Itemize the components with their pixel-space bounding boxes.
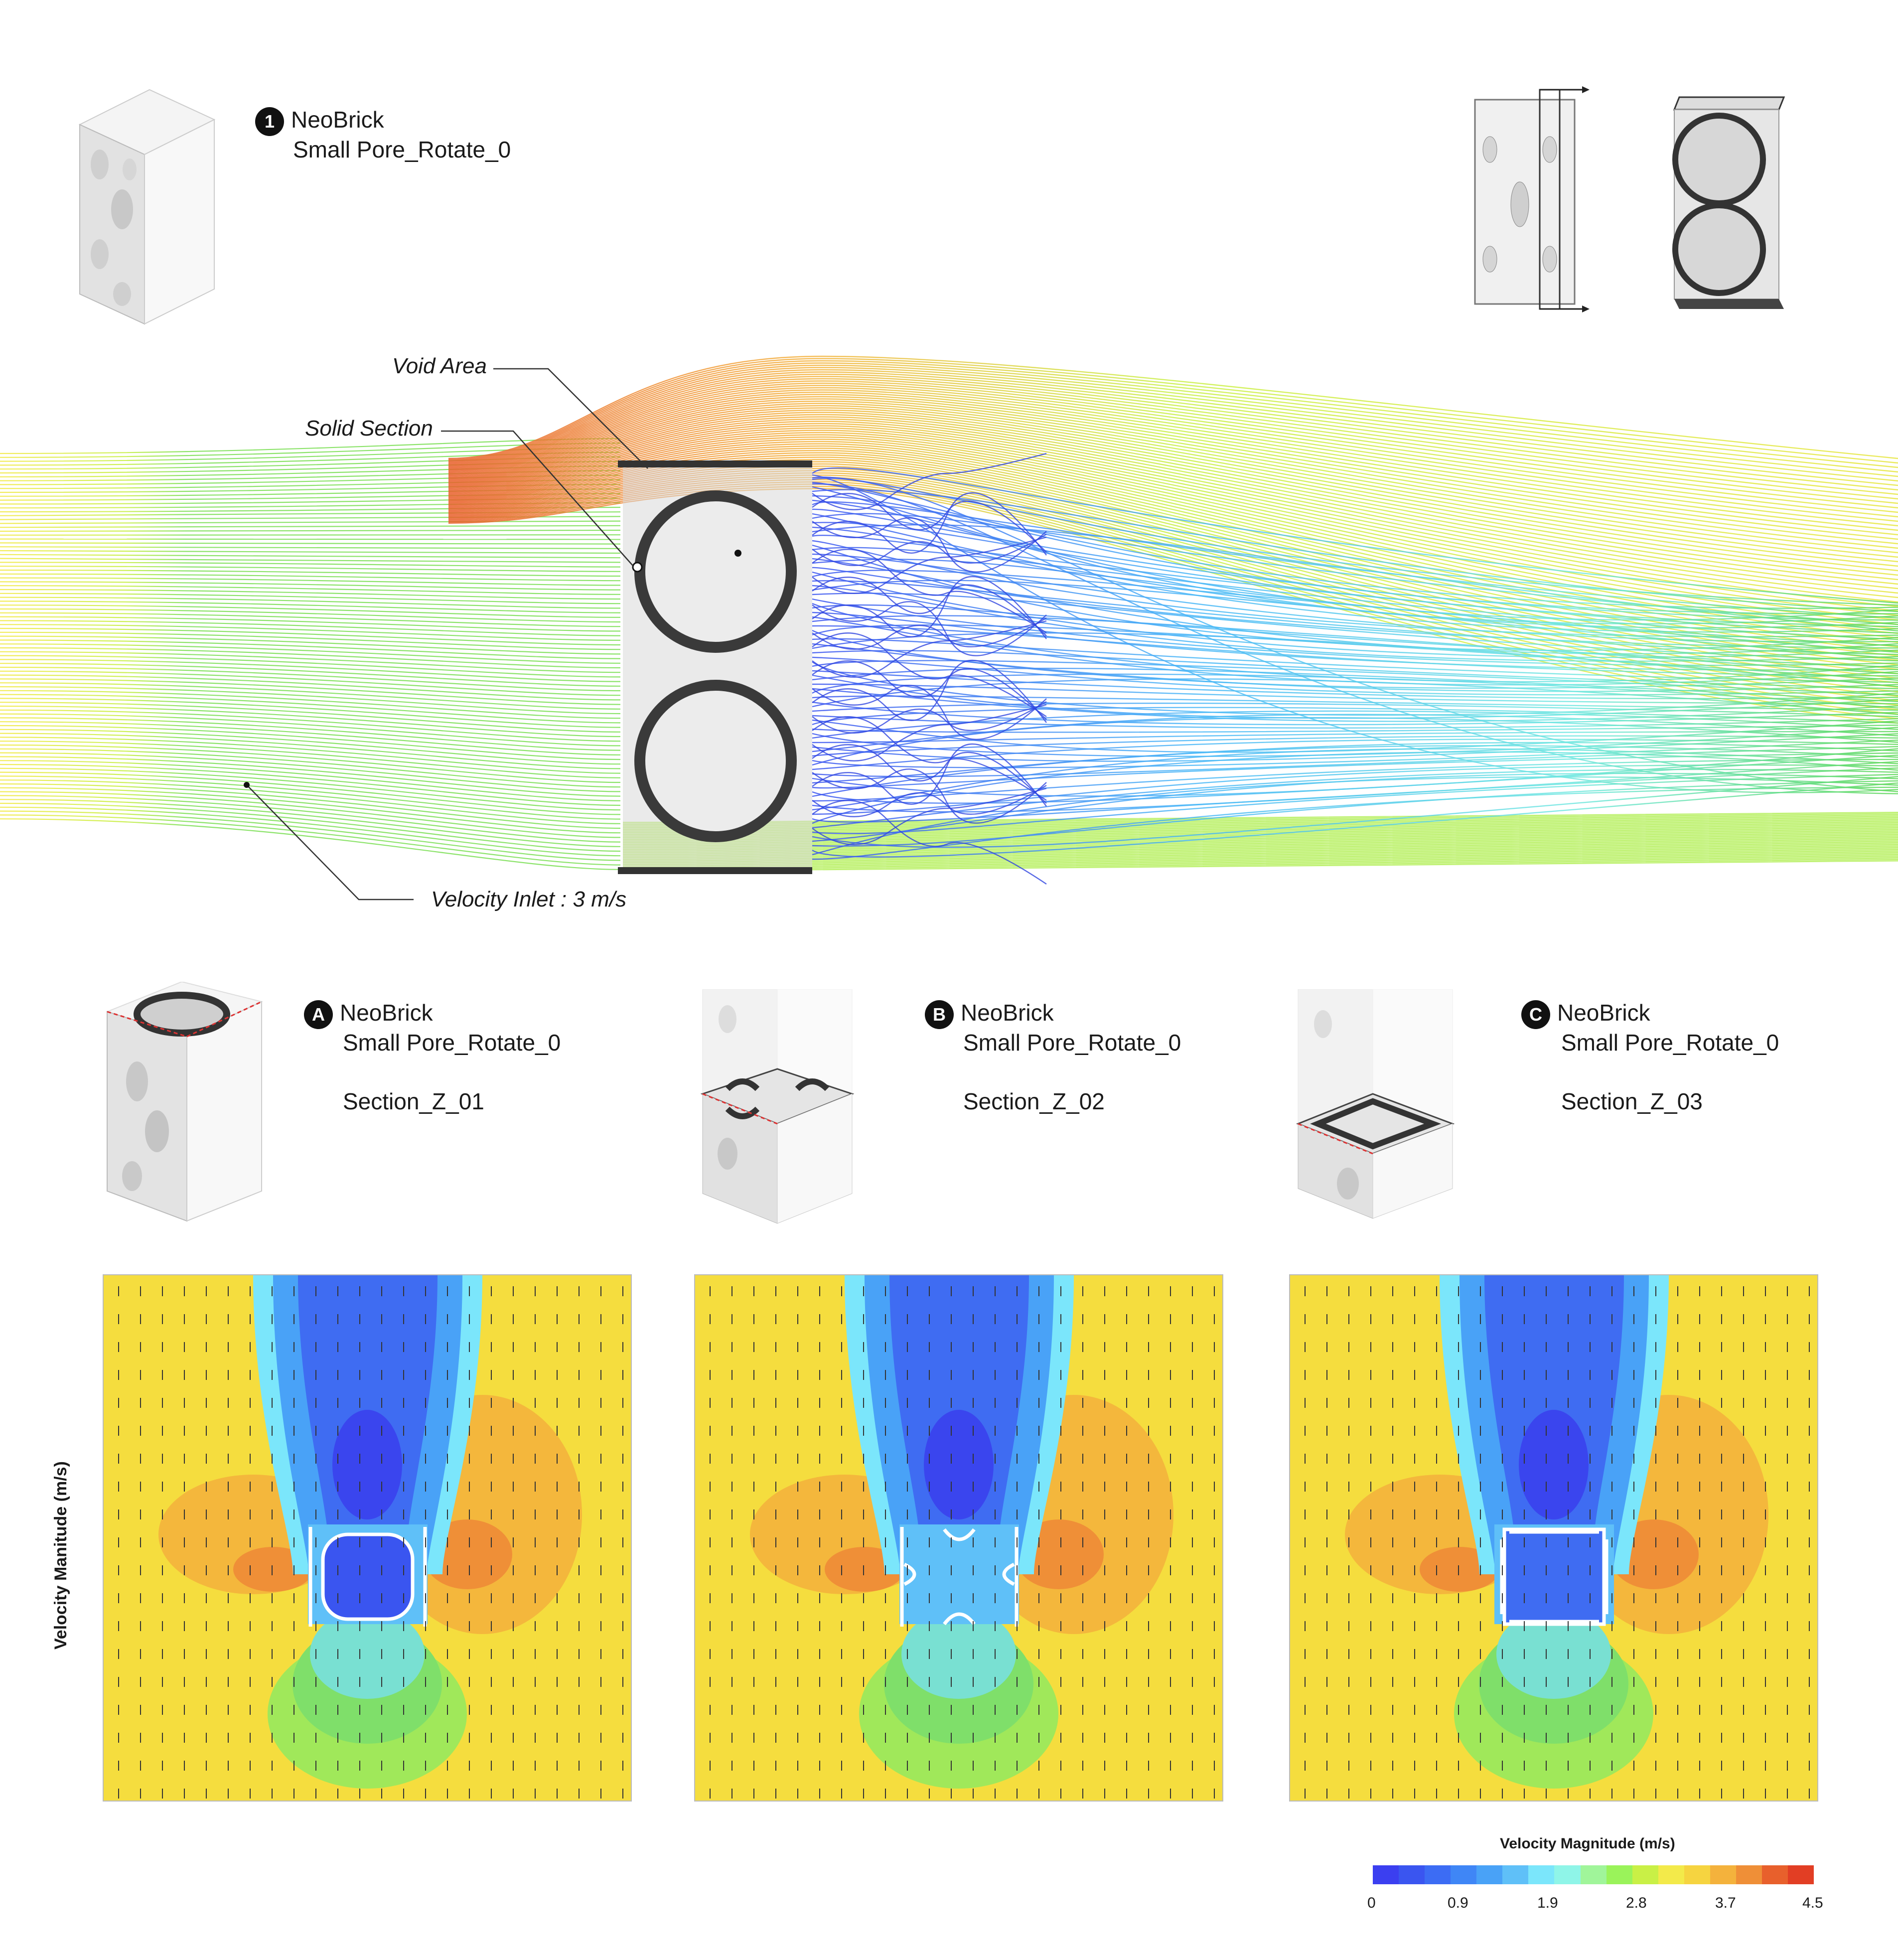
section-a-label: Section_Z_01 <box>343 1088 484 1114</box>
callout-velocity-inlet: Velocity Inlet : 3 m/s <box>431 887 627 911</box>
brick-iso-section-b <box>700 989 855 1224</box>
section-a-name: NeoBrick <box>340 1000 433 1026</box>
brick-iso-section-c <box>1296 989 1455 1219</box>
legend-swatch <box>1425 1865 1451 1884</box>
section-a-title: A NeoBrick <box>304 998 433 1029</box>
legend-swatch <box>1606 1865 1632 1884</box>
main-name: NeoBrick <box>291 107 384 133</box>
legend-swatch <box>1684 1865 1710 1884</box>
badge-b: B <box>925 1000 954 1029</box>
callout-void-area: Void Area <box>392 354 487 378</box>
section-c-sub: Small Pore_Rotate_0 <box>1561 1030 1779 1055</box>
legend-swatch <box>1632 1865 1658 1884</box>
section-b-name: NeoBrick <box>961 1000 1054 1026</box>
legend-swatch <box>1761 1865 1788 1884</box>
section-b-label: Section_Z_02 <box>963 1088 1105 1114</box>
legend-swatch <box>1502 1865 1529 1884</box>
side-axis-label: Velocity Manitude (m/s) <box>51 1461 70 1650</box>
legend-swatch <box>1580 1865 1606 1884</box>
legend-tick-2: 1.9 <box>1537 1895 1558 1911</box>
brick-iso-section-a <box>106 982 263 1222</box>
badge-a: A <box>304 1000 333 1029</box>
brick-iso-main <box>78 89 216 325</box>
section-c-name: NeoBrick <box>1557 1000 1650 1026</box>
legend-tick-4: 3.7 <box>1715 1895 1736 1911</box>
velocity-panel-c <box>1289 1274 1818 1802</box>
legend-tick-3: 2.8 <box>1626 1895 1647 1911</box>
legend-tick-5: 4.5 <box>1802 1895 1823 1911</box>
velocity-panel-b <box>694 1274 1223 1802</box>
legend-swatch <box>1451 1865 1477 1884</box>
brick-cross-section <box>618 460 812 874</box>
legend-swatch <box>1373 1865 1399 1884</box>
badge-main: 1 <box>255 107 284 136</box>
section-c-label: Section_Z_03 <box>1561 1088 1703 1114</box>
legend-swatch <box>1554 1865 1581 1884</box>
legend-swatch <box>1710 1865 1736 1884</box>
main-subtitle: Small Pore_Rotate_0 <box>293 137 511 162</box>
velocity-panel-a <box>103 1274 632 1802</box>
badge-c: C <box>1521 1000 1550 1029</box>
section-a-sub: Small Pore_Rotate_0 <box>343 1030 561 1055</box>
section-cut-diagram <box>1474 86 1590 312</box>
legend-swatch <box>1476 1865 1503 1884</box>
legend-colorbar <box>1373 1865 1814 1884</box>
solid-section-diagram <box>1672 96 1785 309</box>
section-b-title: B NeoBrick <box>925 998 1054 1029</box>
legend-tick-1: 0.9 <box>1448 1895 1468 1911</box>
callout-solid-section: Solid Section <box>305 416 433 441</box>
legend-swatch <box>1399 1865 1425 1884</box>
streamline-field <box>0 355 1898 885</box>
legend-swatch <box>1736 1865 1762 1884</box>
legend-title: Velocity Magnitude (m/s) <box>1500 1835 1675 1852</box>
section-b-sub: Small Pore_Rotate_0 <box>963 1030 1181 1055</box>
legend-swatch <box>1658 1865 1684 1884</box>
main-title: 1 NeoBrick <box>255 105 384 136</box>
legend-swatch <box>1528 1865 1555 1884</box>
callout-leaders <box>244 368 648 901</box>
legend-tick-0: 0 <box>1367 1895 1376 1911</box>
legend-swatch <box>1788 1865 1814 1884</box>
section-c-title: C NeoBrick <box>1521 998 1650 1029</box>
